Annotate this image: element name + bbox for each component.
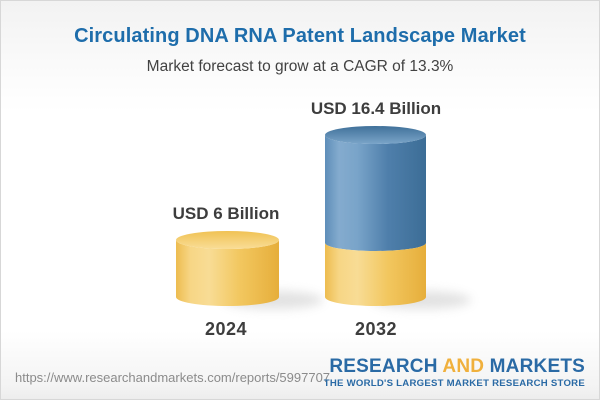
logo-word-and: AND — [442, 356, 485, 377]
axis-label-2032: 2032 — [354, 319, 398, 339]
value-label-2032: USD 16.4 Billion — [310, 99, 442, 118]
axis-label-2024: 2024 — [204, 319, 248, 339]
bar-2032-yellow-segment — [325, 243, 426, 306]
report-url: https://www.researchandmarkets.com/repor… — [15, 370, 331, 385]
value-label-2024: USD 6 Billion — [172, 204, 280, 223]
page-title: Circulating DNA RNA Patent Landscape Mar… — [74, 25, 526, 47]
page-subtitle: Market forecast to grow at a CAGR of 13.… — [146, 58, 454, 75]
research-and-markets-logo: RESEARCH AND MARKETS THE WORLD'S LARGEST… — [324, 357, 585, 389]
logo-wordmark: RESEARCH AND MARKETS — [324, 357, 585, 377]
bar-2032-cylinder — [325, 126, 426, 306]
logo-word-research: RESEARCH — [329, 356, 438, 377]
logo-word-markets: MARKETS — [489, 356, 585, 377]
bar-2032-blue-segment — [325, 135, 426, 251]
bar-2024-cylinder — [176, 231, 279, 306]
logo-tagline: THE WORLD'S LARGEST MARKET RESEARCH STOR… — [323, 377, 585, 389]
